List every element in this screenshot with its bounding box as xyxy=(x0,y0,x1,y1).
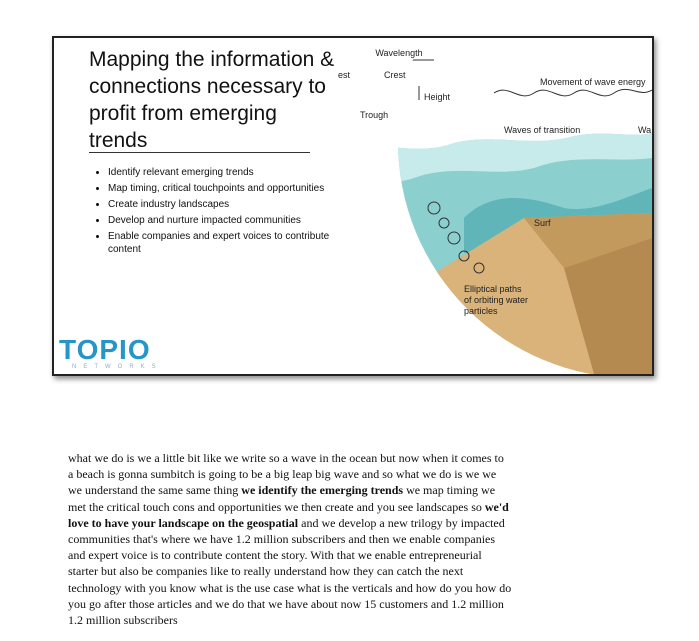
title-line: trends xyxy=(89,129,148,152)
transcript: what we do is we a little bit like we wr… xyxy=(68,450,512,628)
illustration-label: est xyxy=(338,70,351,80)
illustration-label: Elliptical paths of orbiting water particl… xyxy=(464,284,528,316)
transcript-segment: we map timing we met the critical touch … xyxy=(68,483,496,514)
illustration-label: Wavelength xyxy=(375,48,422,58)
slide: Mapping the information & connections nec… xyxy=(52,36,654,376)
logo: TOPIO xyxy=(59,334,151,365)
illustration-label-line: particles xyxy=(464,306,498,316)
title-line: connections necessary to xyxy=(89,75,326,98)
illustration-label: Surf xyxy=(534,218,551,228)
slide-title: Mapping the information & connections nec… xyxy=(89,46,334,154)
bullet: Develop and nurture impacted communities xyxy=(108,214,343,227)
logo-subtitle: NETWORKS xyxy=(72,364,163,370)
illustration-label-line: Elliptical paths xyxy=(464,284,522,294)
bullet: Enable companies and expert voices to co… xyxy=(108,230,343,256)
title-line: Mapping the information & xyxy=(89,48,335,71)
transcript-segment: we identify the emerging trends xyxy=(241,483,404,498)
bullet-list: Identify relevant emerging trends Map tim… xyxy=(88,166,343,259)
bullet: Create industry landscapes xyxy=(108,198,343,211)
wave-illustration: Wavelength est Crest Height Trough Movem… xyxy=(338,38,652,374)
illustration-label: Waves of transition xyxy=(504,125,580,135)
illustration-label: Movement of wave energy xyxy=(540,77,646,87)
illustration-label-line: of orbiting water xyxy=(464,295,528,305)
illustration-label: Wa xyxy=(638,125,651,135)
bullet: Map timing, critical touchpoints and opp… xyxy=(108,182,343,195)
transcript-segment: we'd love to have your landscape on the … xyxy=(68,499,509,530)
illustration-label: Trough xyxy=(360,110,388,120)
illustration-label: Height xyxy=(424,92,451,102)
bullet: Identify relevant emerging trends xyxy=(108,166,343,179)
title-rule xyxy=(89,152,310,153)
transcript-segment: what we do is we a little bit like we wr… xyxy=(68,451,504,498)
transcript-segment: and we develop a new trilogy by impacted… xyxy=(68,515,512,628)
illustration-label: Crest xyxy=(384,70,406,80)
title-line: profit from emerging xyxy=(89,102,277,125)
